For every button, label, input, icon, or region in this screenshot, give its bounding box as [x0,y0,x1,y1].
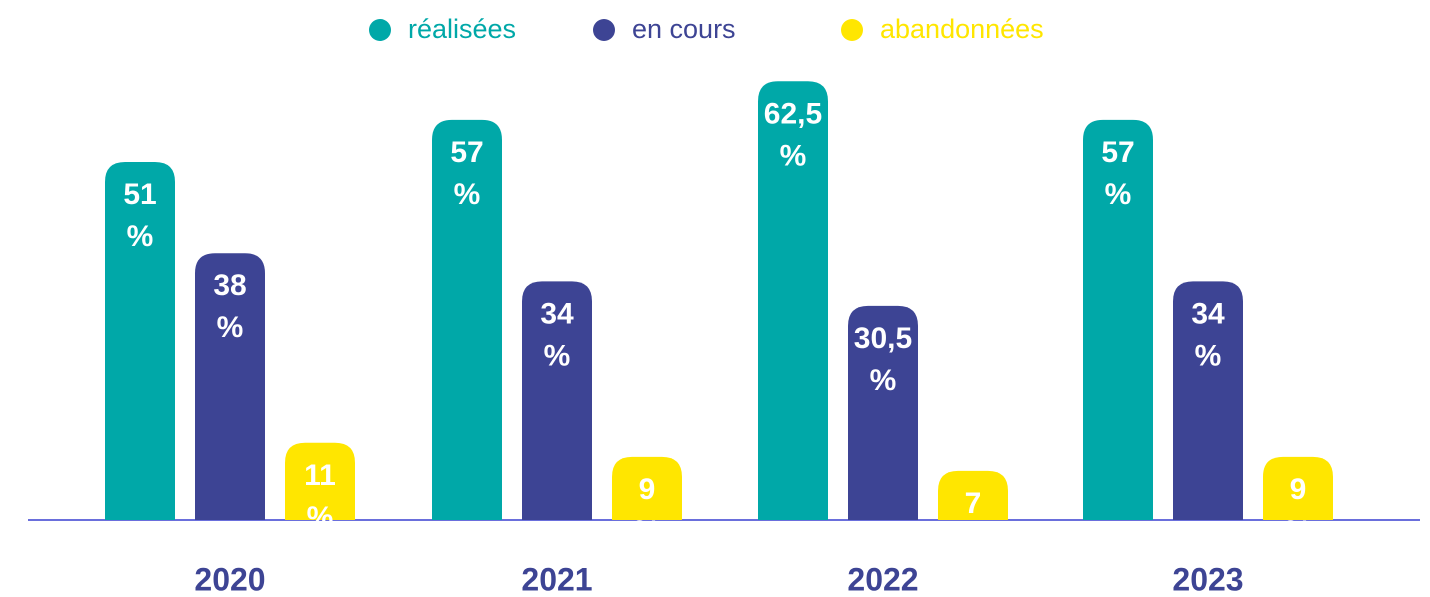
bar [938,470,1008,520]
data-label: 30,5% [854,322,912,397]
data-label: 9% [634,473,661,548]
bar [848,305,918,520]
legend-marker [369,19,391,41]
x-tick-label: 2023 [1172,561,1243,597]
data-label: 7% [960,487,987,562]
legend-label: en cours [632,14,736,44]
data-label: 51% [123,178,156,253]
bar [522,281,592,520]
bar [1083,119,1153,521]
x-tick-label: 2020 [194,561,265,597]
data-label: 34% [1191,297,1225,372]
bar [105,161,175,521]
data-label: 57% [450,136,483,211]
bar [285,442,355,520]
x-tick-label: 2021 [521,561,592,597]
data-label: 62,5% [764,97,822,172]
data-label: 9% [1285,473,1312,548]
bar [1173,281,1243,520]
bar [758,81,828,520]
bar [195,253,265,521]
data-label: 34% [540,297,574,372]
data-label: 38% [213,269,246,344]
legend-marker [593,19,615,41]
x-tick-label: 2022 [847,561,918,597]
legend-label: réalisées [408,14,516,44]
bar [1263,456,1333,520]
bar [612,456,682,520]
data-label: 11% [304,459,336,534]
legend-label: abandonnées [880,14,1044,44]
data-label: 57% [1101,136,1134,211]
bar [432,119,502,521]
legend-marker [841,19,863,41]
